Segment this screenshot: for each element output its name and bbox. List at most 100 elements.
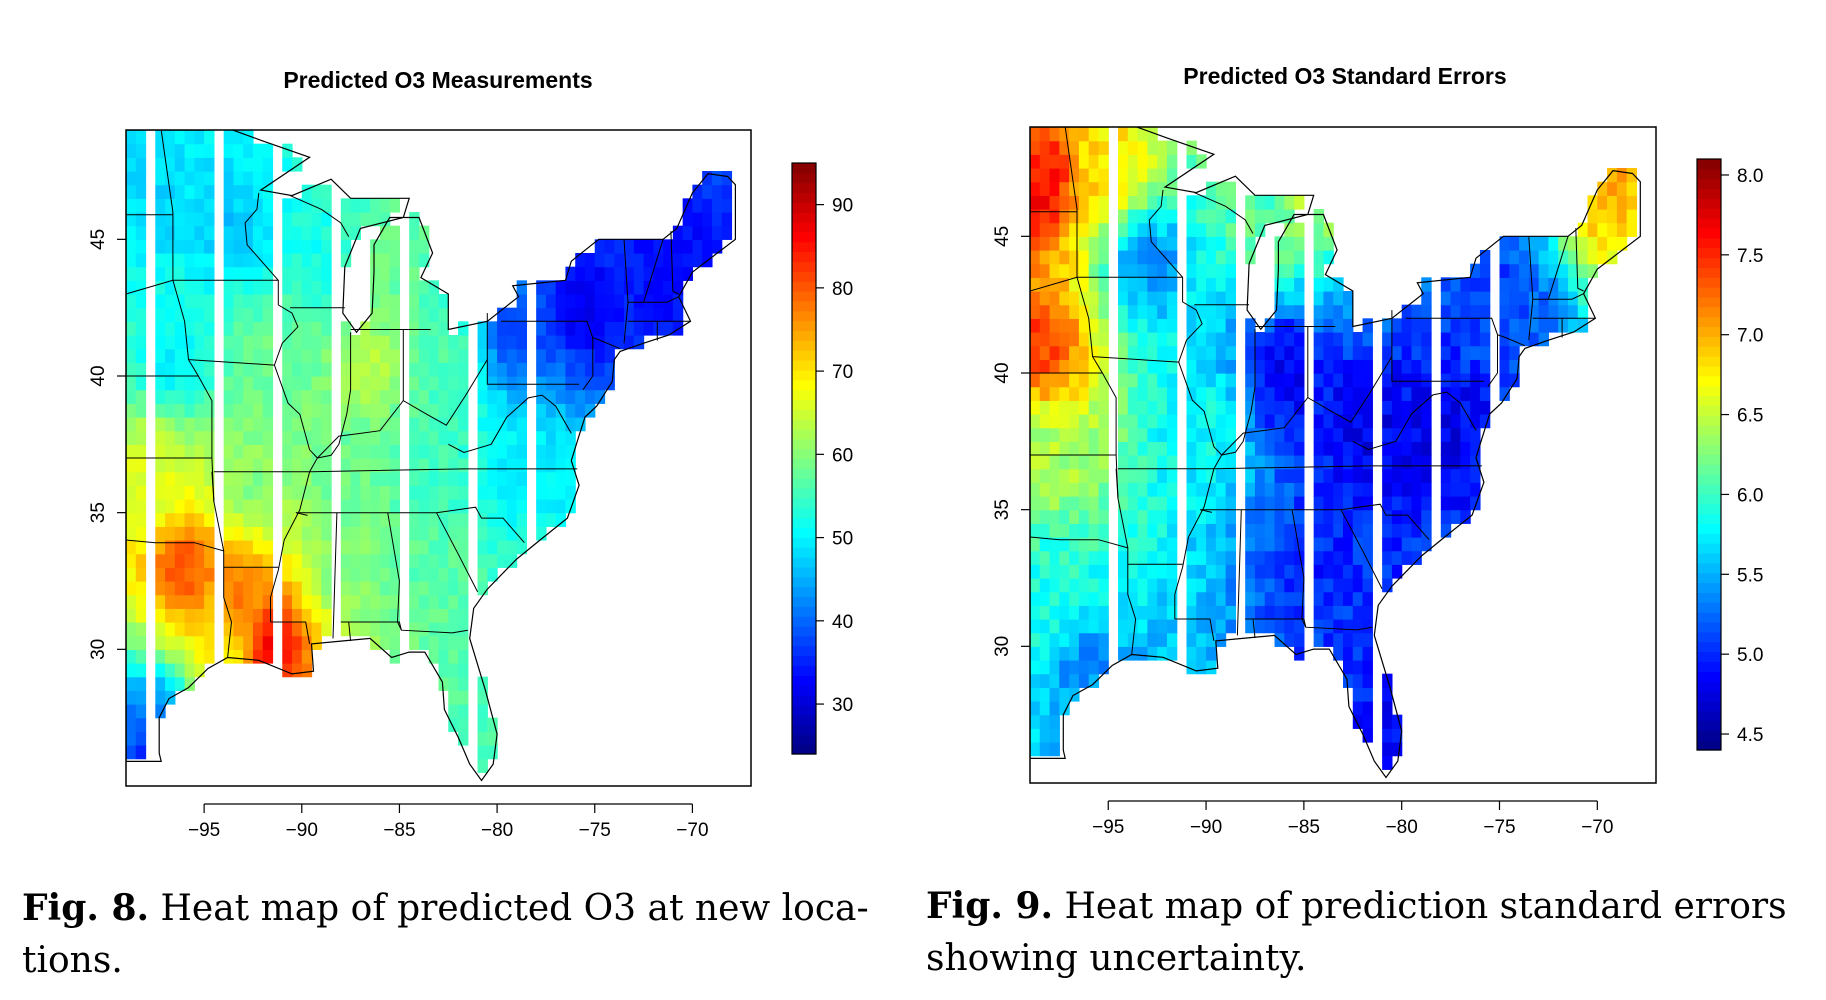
heat-cell — [477, 335, 488, 350]
heat-cell — [184, 622, 195, 637]
heat-cell — [370, 376, 381, 391]
heat-cell — [1186, 373, 1197, 388]
heat-cell — [1039, 564, 1051, 579]
heat-cell — [1284, 537, 1295, 552]
heat-cell — [1088, 277, 1100, 292]
heat-cell — [155, 567, 166, 582]
heat-cell — [1362, 318, 1373, 333]
heat-cell — [1401, 373, 1413, 388]
heat-cell — [135, 130, 147, 145]
heat-cell — [126, 307, 137, 322]
heat-cell — [1030, 468, 1041, 483]
heat-cell — [1313, 304, 1325, 319]
heat-cell — [174, 184, 186, 199]
heat-cell — [653, 294, 664, 309]
heat-cell — [126, 348, 137, 363]
heat-cell — [575, 376, 586, 391]
heat-cell — [340, 362, 352, 377]
heat-cell — [262, 280, 274, 295]
heat-cell — [243, 198, 254, 213]
heat-cell — [301, 430, 313, 445]
heat-cell — [1157, 345, 1168, 360]
heat-cell — [1343, 496, 1354, 511]
heat-cell — [165, 253, 176, 268]
heat-cell — [1186, 277, 1197, 292]
heat-cell — [1039, 304, 1051, 319]
heat-cell — [1088, 140, 1100, 155]
heat-cell — [165, 321, 176, 336]
heat-cell — [155, 362, 166, 377]
heat-cell — [1567, 263, 1579, 278]
heat-cell — [174, 567, 186, 582]
heat-cell — [1137, 441, 1148, 456]
heat-cell — [418, 581, 430, 596]
heat-cell — [233, 485, 244, 500]
heat-cell — [311, 512, 322, 527]
heat-cell — [575, 253, 586, 268]
heat-cell — [1411, 523, 1422, 538]
heat-cell — [1166, 509, 1178, 524]
heat-cell — [311, 458, 322, 473]
heat-cell — [1323, 564, 1334, 579]
heat-cell — [536, 348, 547, 363]
heat-cell — [184, 225, 195, 240]
heat-cell — [458, 403, 469, 418]
heat-cell — [223, 198, 235, 213]
x-tick-label: −80 — [481, 820, 513, 841]
heat-cell — [487, 745, 498, 760]
heat-cell — [711, 198, 723, 213]
heat-cell — [575, 307, 586, 322]
heat-cell — [1118, 591, 1129, 606]
heat-cell — [126, 540, 137, 555]
heat-cell — [1460, 414, 1471, 429]
heat-cell — [1157, 236, 1168, 251]
heat-cell — [1391, 550, 1403, 565]
heat-cell — [204, 171, 215, 186]
heat-cell — [204, 499, 215, 514]
heat-cell — [1450, 509, 1461, 524]
heat-cell — [1225, 468, 1237, 483]
heat-cell — [340, 499, 352, 514]
heat-cell — [1528, 250, 1540, 265]
heat-cell — [1215, 304, 1227, 319]
heat-cell — [1030, 332, 1041, 347]
heat-cell — [243, 622, 254, 637]
heat-cell — [321, 526, 332, 541]
heat-cell — [1030, 168, 1041, 183]
heat-cell — [1059, 468, 1070, 483]
heat-cell — [252, 567, 264, 582]
heat-cell — [516, 389, 527, 404]
heat-cell — [1098, 236, 1109, 251]
heat-cell — [536, 389, 547, 404]
heat-cell — [360, 567, 371, 582]
heat-cell — [1225, 482, 1237, 497]
coastline-outline — [126, 130, 736, 782]
heat-cell — [516, 430, 527, 445]
heat-cell — [1137, 181, 1148, 196]
heat-cell — [1274, 263, 1285, 278]
heat-cell — [1147, 359, 1158, 374]
heat-cell — [663, 253, 674, 268]
heat-cell — [1127, 496, 1139, 511]
caption-fig9-text: Heat map of prediction standard errors — [1053, 886, 1787, 927]
colorbar-swatch — [792, 428, 816, 440]
heat-cell — [1127, 140, 1139, 155]
heat-cell — [282, 143, 293, 158]
heat-cell — [448, 540, 459, 555]
heat-cell — [155, 143, 166, 158]
heat-cell — [204, 157, 215, 172]
heat-cell — [1499, 318, 1510, 333]
heat-cell — [1078, 496, 1090, 511]
heat-cell — [1186, 509, 1197, 524]
colorbar-swatch — [792, 547, 816, 558]
heat-cell — [233, 294, 244, 309]
heat-cell — [1352, 359, 1364, 374]
heat-cell — [1069, 673, 1080, 688]
heat-cell — [1157, 250, 1168, 265]
heat-cell — [1294, 591, 1305, 606]
heat-cell — [1186, 455, 1197, 470]
heat-cell — [204, 225, 215, 240]
heat-cell — [204, 143, 215, 158]
heat-cell — [1421, 509, 1432, 524]
heat-cell — [1157, 373, 1168, 388]
